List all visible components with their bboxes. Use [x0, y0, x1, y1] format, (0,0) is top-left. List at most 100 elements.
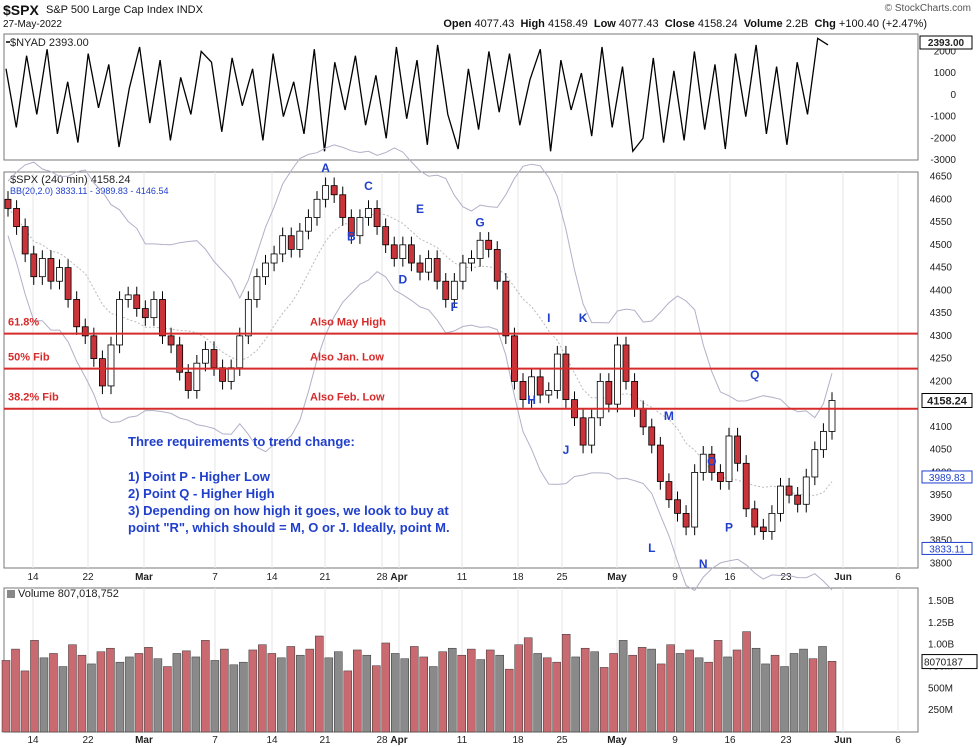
volume-bar — [239, 661, 248, 733]
candle-body — [184, 371, 192, 391]
volume-bar — [229, 664, 239, 733]
bb-middle-band — [7, 208, 833, 497]
x-tick-label: 14 — [27, 735, 39, 746]
chg-value: +100.40 (+2.47%) — [838, 18, 927, 30]
candle-body — [382, 226, 390, 246]
y-tick-label: 4500 — [930, 240, 953, 251]
fib-level-label: 50% Fib — [8, 352, 50, 364]
indicator-last-value: 2393.00 — [928, 38, 965, 49]
x-tick-label: May — [607, 735, 627, 746]
volume-bar — [818, 646, 827, 733]
volume-bar — [381, 642, 391, 733]
candle-body — [545, 390, 553, 396]
y-tick-label: 3850 — [930, 536, 953, 547]
volume-bar — [751, 647, 761, 733]
candle-body — [442, 280, 450, 300]
x-tick-label: Jun — [834, 735, 852, 746]
candle-body — [339, 194, 347, 218]
volume-bar — [656, 663, 666, 733]
volume-bar — [391, 653, 400, 733]
fib-level-label: 61.8% — [8, 317, 39, 329]
y-tick-label: 500M — [928, 683, 953, 694]
volume-bar — [220, 648, 229, 733]
volume-bar — [362, 654, 372, 733]
annotation-line: 2) Point Q - Higher High — [128, 486, 275, 501]
volume-bar — [277, 657, 286, 733]
candle-body — [90, 335, 98, 360]
volume-last-value: 8070187 — [924, 658, 963, 669]
candle-body — [150, 299, 158, 319]
candle-body — [468, 258, 475, 264]
candle-body — [262, 262, 269, 278]
y-tick-label: 3800 — [930, 558, 953, 569]
point-label-D: D — [398, 273, 407, 287]
y-tick-label: 4400 — [930, 285, 953, 296]
volume-bar — [372, 665, 381, 733]
x-tick-label: 7 — [212, 735, 218, 746]
volume-bar — [685, 649, 694, 733]
candle-body — [365, 208, 372, 218]
point-label-M: M — [664, 409, 674, 423]
candle-body — [699, 453, 707, 473]
candle-body — [279, 235, 287, 255]
low-value: 4077.43 — [618, 18, 659, 30]
candle-body — [219, 367, 226, 382]
y-tick-label: 4250 — [930, 354, 953, 365]
point-label-E: E — [416, 202, 424, 216]
volume-bar — [789, 653, 799, 733]
annotation-line: Three requirements to trend change: — [128, 434, 355, 449]
candle-body — [330, 185, 338, 196]
volume-bar — [115, 661, 125, 733]
brand-label: © StockCharts.com — [884, 3, 971, 14]
volume-bar — [410, 646, 419, 733]
volume-bar — [49, 653, 58, 733]
point-label-Q: Q — [750, 368, 759, 382]
y-tick-label: 2000 — [934, 46, 957, 57]
close-label: Close — [664, 18, 695, 30]
candle-body — [528, 376, 535, 400]
volume-bar — [77, 654, 87, 733]
y-tick-label: -1000 — [930, 112, 956, 123]
volume-value: 2.2B — [785, 18, 809, 30]
low-label: Low — [593, 18, 616, 30]
x-tick-label: 18 — [512, 735, 524, 746]
volume-bar — [20, 670, 30, 733]
candle-body — [416, 262, 424, 273]
point-label-I: I — [547, 311, 550, 325]
candle-body — [811, 449, 819, 478]
symbol-description: S&P 500 Large Cap Index INDX — [46, 4, 203, 16]
candle-body — [253, 276, 261, 300]
volume-bar — [296, 654, 305, 733]
candle-body — [56, 267, 63, 282]
candle-body — [579, 417, 587, 446]
candle-body — [305, 217, 312, 232]
chart-header: $SPX S&P 500 Large Cap Index INDX 27-May… — [0, 0, 979, 33]
volume-bar — [343, 670, 353, 733]
x-tick-label: 9 — [672, 572, 678, 583]
candle-body — [485, 239, 493, 250]
volume-bar — [590, 651, 599, 733]
x-tick-label: 6 — [895, 735, 901, 746]
x-tick-label: 21 — [319, 735, 331, 746]
volume-bar — [134, 653, 144, 733]
candle-body — [519, 380, 527, 400]
x-tick-label: 9 — [672, 735, 678, 746]
volume-bar — [742, 631, 751, 733]
last-price-label: 4158.24 — [927, 395, 968, 407]
candle-body — [828, 400, 836, 432]
volume-bar — [153, 658, 163, 733]
candle-body — [133, 294, 141, 309]
volume-bar — [723, 656, 732, 733]
volume-bar — [666, 644, 675, 733]
symbol: $SPX — [3, 2, 39, 18]
volume-bar — [628, 654, 637, 733]
x-tick-label: 16 — [724, 572, 736, 583]
bb-upper-band — [7, 144, 833, 419]
x-tick-label: 14 — [266, 735, 278, 746]
volume-bar — [675, 653, 685, 733]
volume-bar — [96, 651, 106, 733]
volume-bar — [163, 666, 172, 733]
candle-body — [614, 344, 621, 405]
candle-body — [296, 230, 304, 250]
volume-bar — [428, 666, 438, 733]
